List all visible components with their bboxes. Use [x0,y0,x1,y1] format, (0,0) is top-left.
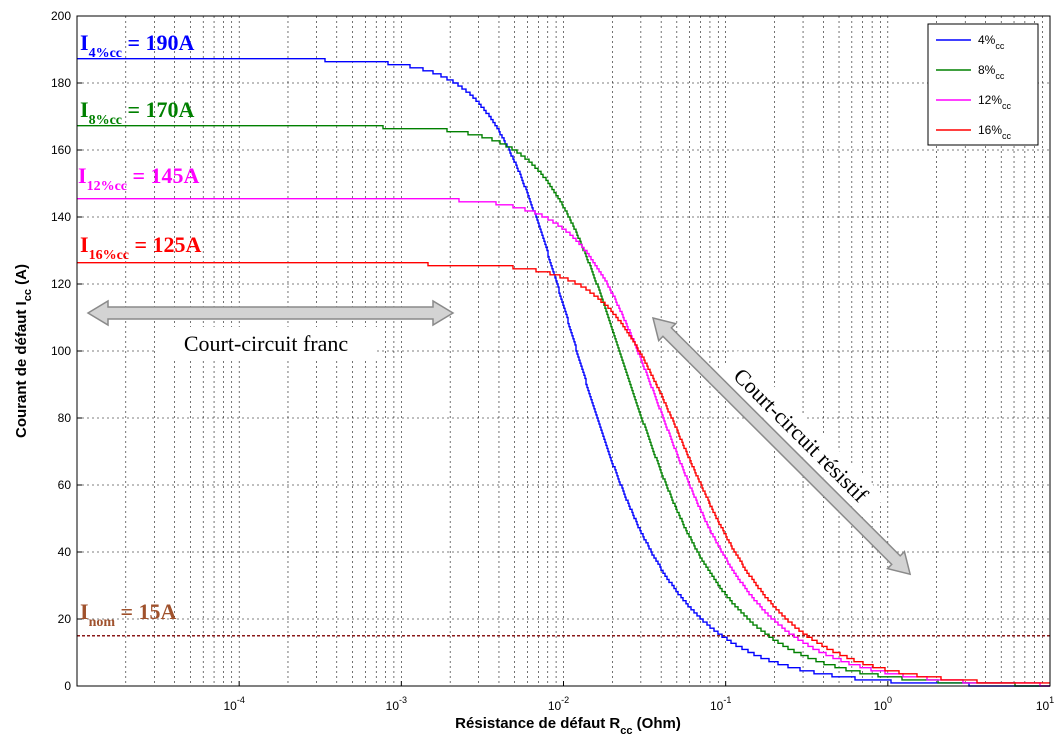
y-tick-label: 120 [51,277,71,291]
y-axis-title: Courant de défaut Icc (A) [13,264,34,438]
y-tick-label: 60 [58,478,72,492]
y-axis-title-tail: (A) [13,264,30,289]
y-tick-label: 200 [51,9,71,23]
current-annotations: I4%cc = 190A I8%cc = 170A I12%cc = 145A I16… [78,30,202,630]
x-axis-title-main: Résistance de défaut R [455,715,620,732]
region-court-circuit-resistif: Court-circuit résistif [651,316,912,576]
series-lines [77,57,1050,687]
y-tick-label: 180 [51,76,71,90]
x-tick-label: 10-2 [548,695,569,713]
y-tick-labels: 0 20 40 60 80 100 120 140 160 180 200 [51,9,82,693]
x-tick-label: 10-1 [710,695,731,713]
label-court-circuit-franc: Court-circuit franc [184,331,349,356]
legend: 4%cc 8%cc 12%cc 16%cc [927,23,1039,146]
legend-label: 12%cc [978,93,1012,111]
y-tick-label: 100 [51,344,71,358]
y-tick-label: 40 [58,545,72,559]
y-tick-label: 160 [51,143,71,157]
x-axis-title-sub: cc [620,725,632,737]
x-tick-label: 100 [874,695,892,713]
x-tick-labels: 10-4 10-3 10-2 10-1 100 101 [223,681,1054,713]
legend-box [927,23,1039,146]
annotation-label: I8%cc = 170A [80,97,195,128]
annotation-label: I4%cc = 190A [80,30,195,61]
annotation-label: I12%cc = 145A [78,163,200,194]
x-tick-label: 10-4 [223,695,244,713]
legend-label: 4%cc [978,33,1005,51]
y-axis-title-sub: cc [22,289,34,301]
x-tick-label: 101 [1036,695,1054,713]
label-bg-franc [155,327,377,361]
annotation-label: I16%cc = 125A [80,232,202,263]
legend-label: 16%cc [978,123,1012,141]
legend-label: 8%cc [978,63,1005,81]
series-line-4 [77,261,1050,684]
x-axis-title: Résistance de défaut Rcc (Ohm) [455,715,681,737]
series-line-2 [77,124,1050,687]
x-axis-title-tail: (Ohm) [632,715,680,732]
region-court-circuit-franc: Court-circuit franc [86,299,455,361]
x-tick-label: 10-3 [386,695,407,713]
annotation-label: Inom = 15A [80,599,177,630]
y-tick-label: 0 [64,679,71,693]
y-tick-label: 80 [58,411,72,425]
y-axis-title-main: Courant de défaut I [13,301,30,438]
series-line-3 [77,198,1050,687]
y-tick-label: 20 [58,612,72,626]
label-bg-resistif [716,350,886,519]
y-tick-label: 140 [51,210,71,224]
double-arrow-resistif [651,316,912,576]
series-line-1 [77,57,1050,687]
label-court-circuit-resistif: Court-circuit résistif [729,363,874,508]
double-arrow-franc [86,299,455,327]
